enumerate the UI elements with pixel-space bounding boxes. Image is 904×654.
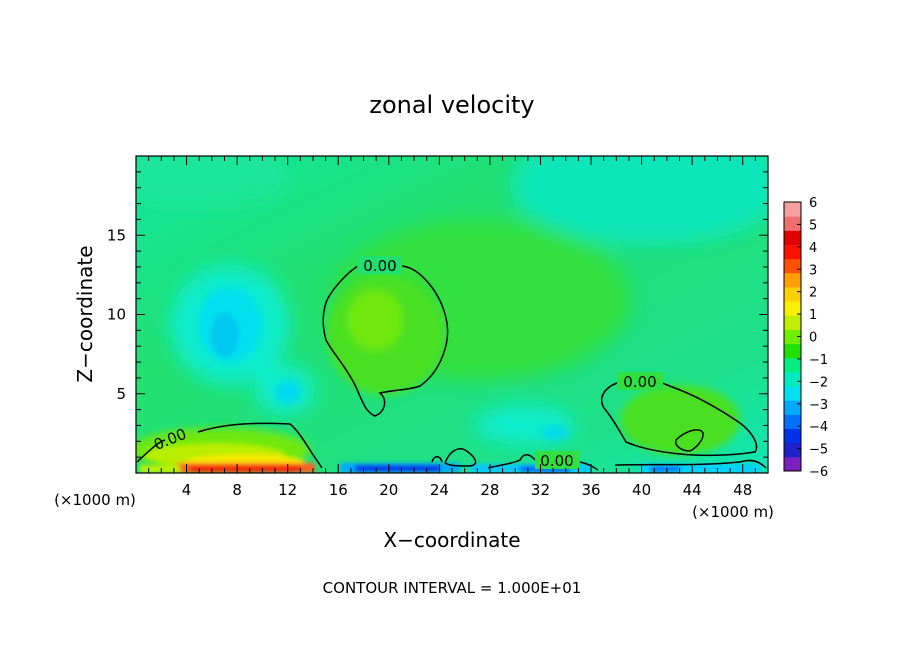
colorbar-swatch: [784, 428, 801, 444]
contour-interval-note: CONTOUR INTERVAL = 1.000E+01: [323, 579, 582, 597]
x-unit-left: (×1000 m): [54, 491, 136, 509]
contour-loop-right: [674, 429, 704, 452]
x-tick-label: 48: [733, 481, 752, 499]
colorbar-tick-label: 6: [809, 196, 817, 211]
colorbar-swatch: [784, 442, 801, 458]
x-axis: 4 8 12 16 20 24 28 32 36 40 44 48: [148, 156, 756, 499]
colorbar-tick-label: −4: [809, 420, 828, 435]
colorbar-swatch: [784, 371, 801, 387]
contour-line-center: [322, 265, 449, 417]
x-tick-label: 28: [480, 481, 499, 499]
x-tick-label: 24: [430, 481, 449, 499]
colorbar-swatch: [784, 230, 801, 245]
x-tick-label: 8: [232, 481, 242, 499]
contour-line-bottom: [431, 448, 767, 471]
colorbar-swatch: [784, 272, 801, 288]
y-axis: 5 10 15: [107, 171, 768, 458]
colorbar-tick-label: −6: [809, 465, 828, 480]
colorbar-tick-label: −2: [809, 375, 828, 390]
y-tick-label: 5: [116, 385, 126, 403]
x-unit-right: (×1000 m): [692, 503, 774, 521]
colorbar-swatch: [784, 329, 801, 345]
colorbar-swatch: [784, 286, 801, 302]
colorbar-swatch: [784, 343, 801, 359]
colorbar-tick-label: −5: [809, 443, 828, 458]
colorbar-tick-label: −3: [809, 398, 828, 413]
contour-lines: [136, 265, 767, 471]
colorbar-swatch: [784, 202, 801, 217]
x-tick-label: 20: [379, 481, 398, 499]
colorbar-swatch: [784, 386, 801, 401]
x-axis-label: X−coordinate: [383, 528, 520, 552]
colorbar-swatch: [784, 400, 801, 415]
contour-line-right: [600, 382, 758, 457]
x-tick-label: 44: [683, 481, 702, 499]
colorbar-tick-label: 3: [809, 263, 817, 278]
x-tick-label: 40: [632, 481, 651, 499]
heatmap-field: [136, 156, 768, 473]
colorbar-swatch: [784, 456, 801, 472]
chart-title: zonal velocity: [369, 91, 534, 119]
colorbar-tick-label: 0: [809, 331, 817, 346]
colorbar-swatch: [784, 414, 801, 430]
colorbar-tick-label: 1: [809, 308, 817, 323]
x-tick-label: 32: [531, 481, 550, 499]
contour-label: 0.00: [623, 373, 656, 391]
x-tick-label: 16: [329, 481, 348, 499]
y-tick-label: 10: [107, 306, 126, 324]
colorbar-tick-label: 2: [809, 286, 817, 301]
colorbar-swatch: [784, 315, 801, 330]
colorbar-swatch: [784, 301, 801, 316]
y-tick-label: 15: [107, 226, 126, 244]
contour-label: 0.00: [363, 257, 396, 275]
colorbar-tick-label: 5: [809, 218, 817, 233]
colorbar: 6 5 4 3 2 1 0 −1 −2 −3 −4 −5 −6: [783, 196, 828, 480]
contour-label: 0.00: [540, 452, 573, 470]
colorbar-swatch: [784, 357, 801, 373]
colorbar-swatch: [784, 244, 801, 260]
y-axis-label: Z−coordinate: [73, 245, 97, 382]
colorbar-tick-label: −1: [809, 353, 828, 368]
colorbar-swatch: [784, 216, 801, 231]
colorbar-swatch: [784, 258, 801, 274]
contour-line-left: [136, 422, 323, 469]
x-tick-label: 36: [581, 481, 600, 499]
x-tick-label: 12: [278, 481, 297, 499]
x-tick-label: 4: [182, 481, 192, 499]
contour-labels: 0.00 0.00 0.00 0.00: [151, 256, 663, 470]
colorbar-tick-label: 4: [809, 241, 817, 256]
